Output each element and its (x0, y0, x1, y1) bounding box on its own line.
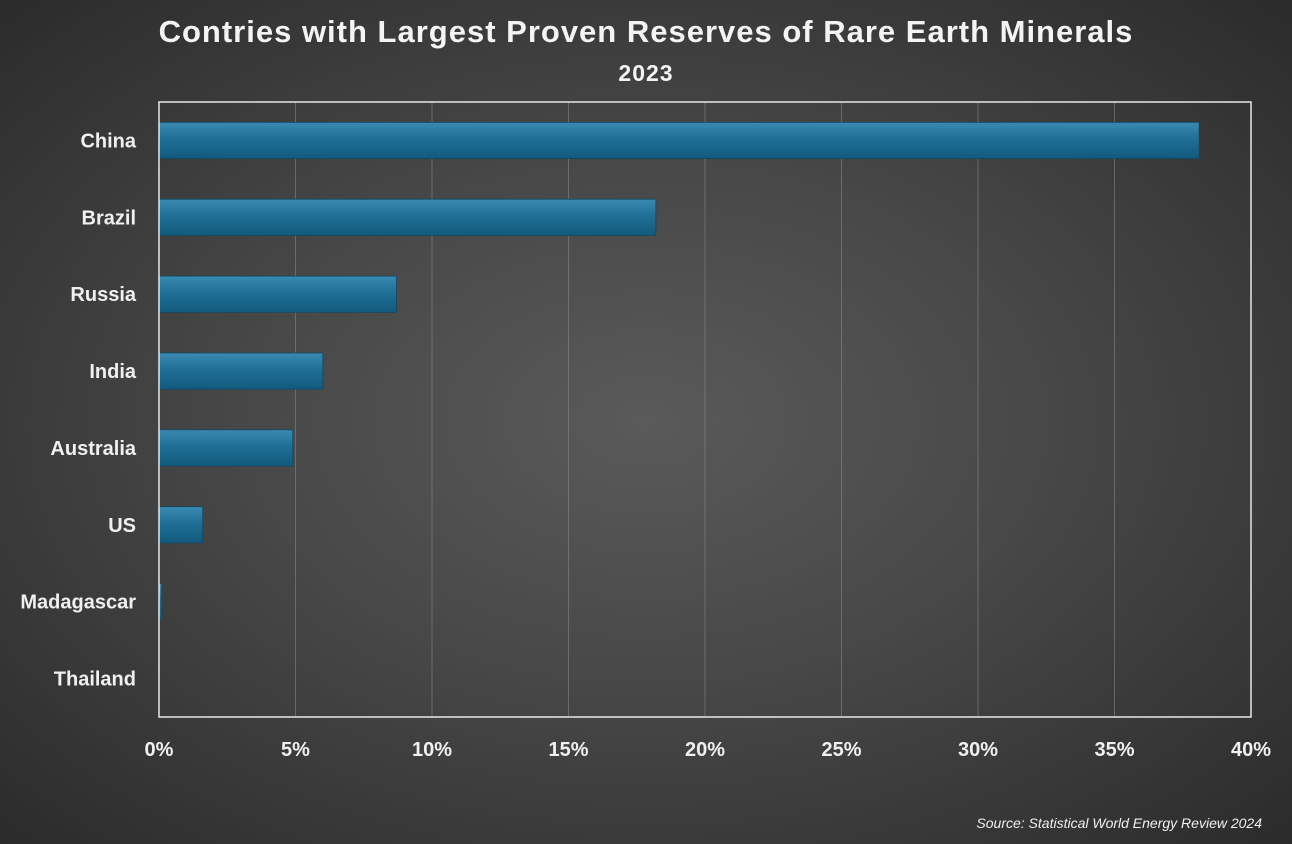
category-label: China (80, 130, 136, 152)
chart-subtitle: 2023 (618, 60, 674, 86)
x-tick-label: 40% (1231, 739, 1271, 761)
bars (158, 121, 1200, 621)
x-tick-label: 15% (548, 739, 588, 761)
category-label: US (108, 515, 136, 537)
x-tick-labels: 0% 5% 10% 15% 20% 25% 30% 35% 40% (145, 739, 1272, 761)
category-label: Australia (50, 438, 136, 460)
x-tick-label: 0% (145, 739, 174, 761)
bar-brazil (158, 198, 657, 236)
category-label: Russia (70, 284, 136, 306)
x-tick-label: 20% (685, 739, 725, 761)
plot-area-border (158, 101, 1252, 718)
gridlines (295, 102, 1115, 717)
category-label: Madagascar (20, 592, 136, 614)
category-label: Brazil (82, 207, 136, 229)
x-tick-label: 5% (281, 739, 310, 761)
bar-china (158, 121, 1200, 159)
category-labels: China Brazil Russia India Australia US Madagas… (20, 130, 137, 690)
bar-russia (158, 275, 397, 313)
x-tick-label: 35% (1094, 739, 1134, 761)
category-label: India (89, 361, 137, 383)
bar-us (158, 506, 204, 544)
chart-title: Contries with Largest Proven Reserves of… (158, 14, 1134, 49)
x-tick-label: 10% (412, 739, 452, 761)
bar-india (158, 352, 324, 390)
bar-australia (158, 429, 294, 467)
x-tick-label: 30% (958, 739, 998, 761)
source-note: Source: Statistical World Energy Review … (976, 815, 1262, 831)
x-tick-label: 25% (821, 739, 861, 761)
category-label: Thailand (54, 669, 136, 691)
